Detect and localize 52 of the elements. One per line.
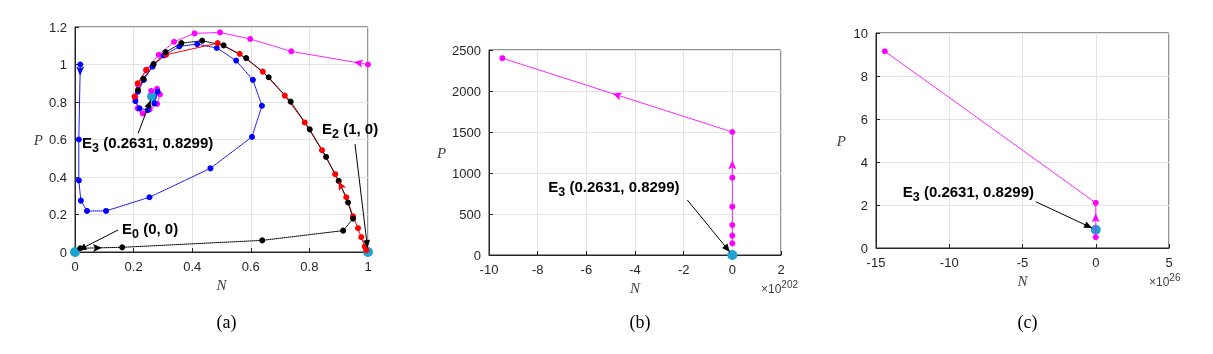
x-tick-label: 0 <box>71 259 79 274</box>
y-tick-label: 0 <box>860 240 868 256</box>
y-tick-label: 1000 <box>452 165 481 181</box>
x-tick-label: 0 <box>1092 255 1100 270</box>
x-tick-label: 1 <box>364 259 372 274</box>
x-tick-label: 0.6 <box>241 259 260 274</box>
x-tick-label: 0 <box>728 262 736 277</box>
x-tick-label: 0.2 <box>124 259 143 274</box>
annotation: E$_{2}$ (1, 0) <box>322 120 379 143</box>
x-tick-label: 0.4 <box>183 259 202 274</box>
x-tick-label: 0.8 <box>300 259 319 274</box>
x-tick-label: -5 <box>1016 255 1029 270</box>
x-tick-label: -2 <box>677 262 690 277</box>
annotation: E$_{0}$ (0, 0) <box>122 220 179 243</box>
x-tick-label: -10 <box>479 262 499 277</box>
y-tick-label: 500 <box>459 206 481 222</box>
x-tick-label: -4 <box>629 262 641 277</box>
x-tick-label: -10 <box>939 255 959 270</box>
y-tick-label: 1.2 <box>48 19 67 35</box>
y-tick-label: 0.4 <box>48 169 67 185</box>
x-axis-title: N <box>628 280 641 297</box>
annotation: E$_{3}$ (0.2631, 0.8299) <box>902 182 1034 206</box>
y-tick-label: 0.6 <box>48 132 67 147</box>
text: (a) <box>216 312 237 333</box>
y-tick-label: 2 <box>860 197 868 213</box>
y-tick-label: 1 <box>59 57 67 72</box>
text: (b) <box>629 312 651 333</box>
y-tick-label: 10 <box>853 25 868 41</box>
y-axis-title: P <box>32 131 44 148</box>
y-tick-label: 8 <box>860 68 868 84</box>
y-tick-label: 6 <box>860 111 868 127</box>
text: (c) <box>1017 312 1038 333</box>
y-tick-label: 2000 <box>452 83 481 99</box>
x-tick-label: -8 <box>531 262 544 277</box>
text: ×10$^{202}$ <box>761 279 799 296</box>
x-tick-label: -15 <box>866 255 886 270</box>
y-tick-label: 0.8 <box>48 94 67 110</box>
annotation: E$_{3}$ (0.2631, 0.8299) <box>548 178 680 201</box>
y-axis-title: P <box>835 132 846 149</box>
y-tick-label: 0 <box>59 244 67 260</box>
x-tick-label: 2 <box>777 262 785 277</box>
y-tick-label: 4 <box>860 154 868 170</box>
annotation: E$_{3}$ (0.2631, 0.8299) <box>82 134 214 158</box>
x-tick-label: 5 <box>1165 255 1173 270</box>
text: ×10$^{26}$ <box>1149 272 1181 289</box>
y-axis-title: P <box>436 144 447 161</box>
y-tick-label: 2500 <box>452 42 481 58</box>
x-tick-label: -6 <box>580 262 593 277</box>
x-axis-title: N <box>1016 273 1029 290</box>
x-axis-title: N <box>215 277 228 294</box>
y-tick-label: 0.2 <box>48 207 67 222</box>
y-tick-label: 1500 <box>452 124 481 140</box>
